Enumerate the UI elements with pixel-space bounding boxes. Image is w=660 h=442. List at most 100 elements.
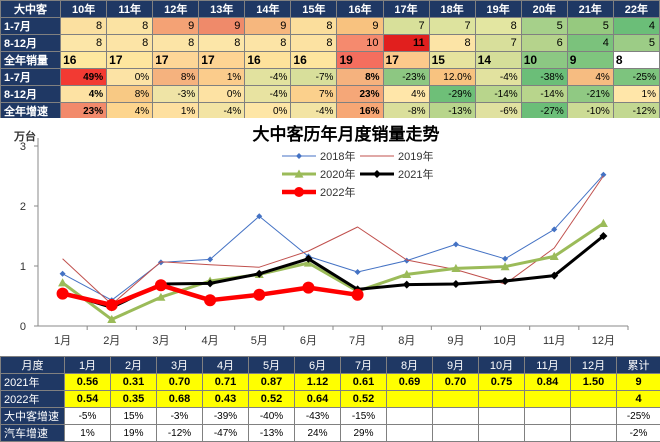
legend-marker bbox=[294, 187, 304, 197]
row-label: 8-12月 bbox=[1, 35, 61, 52]
year-header: 16年 bbox=[337, 1, 383, 18]
data-cell: 0.52 bbox=[341, 391, 387, 408]
data-cell: -15% bbox=[341, 408, 387, 425]
column-header: 7月 bbox=[341, 357, 387, 374]
column-header: 9月 bbox=[433, 357, 479, 374]
data-cell: 4% bbox=[61, 86, 107, 103]
data-cell: 17 bbox=[107, 52, 153, 69]
data-point bbox=[452, 280, 460, 288]
data-cell: -43% bbox=[295, 408, 341, 425]
corner-label: 大中客 bbox=[1, 1, 61, 18]
data-cell bbox=[433, 391, 479, 408]
data-cell: 7 bbox=[429, 18, 475, 35]
data-cell: -3% bbox=[157, 408, 203, 425]
data-cell: -25% bbox=[613, 69, 659, 86]
data-cell: -12% bbox=[613, 103, 659, 120]
year-header: 11年 bbox=[107, 1, 153, 18]
year-header: 10年 bbox=[61, 1, 107, 18]
data-cell: 1% bbox=[65, 425, 111, 442]
data-cell: 12.0% bbox=[429, 69, 475, 86]
data-cell: 8% bbox=[107, 86, 153, 103]
data-cell: -47% bbox=[203, 425, 249, 442]
data-cell: 23% bbox=[61, 103, 107, 120]
data-cell: 8 bbox=[61, 18, 107, 35]
data-cell: -21% bbox=[567, 86, 613, 103]
data-cell bbox=[479, 408, 525, 425]
x-tick-label: 5月 bbox=[251, 335, 268, 347]
column-header: 1月 bbox=[65, 357, 111, 374]
data-cell: 0.70 bbox=[157, 374, 203, 391]
data-cell bbox=[479, 425, 525, 442]
data-point bbox=[403, 281, 411, 289]
legend-label: 2021年 bbox=[398, 167, 433, 181]
data-cell: 49% bbox=[61, 69, 107, 86]
year-header: 13年 bbox=[199, 1, 245, 18]
year-header: 17年 bbox=[383, 1, 429, 18]
year-header: 12年 bbox=[153, 1, 199, 18]
row-label: 2021年 bbox=[1, 374, 65, 391]
legend-label: 2018年 bbox=[320, 149, 355, 163]
data-cell: 9 bbox=[153, 18, 199, 35]
table-row: 大中客增速-5%15%-3%-39%-40%-43%-15%-25% bbox=[1, 408, 660, 425]
x-tick-label: 10月 bbox=[493, 335, 516, 347]
data-cell: -14% bbox=[521, 86, 567, 103]
data-cell: 19% bbox=[111, 425, 157, 442]
data-cell: 1% bbox=[613, 86, 659, 103]
data-point bbox=[155, 279, 167, 291]
data-cell: 8 bbox=[291, 35, 337, 52]
x-tick-label: 7月 bbox=[349, 335, 366, 347]
data-point bbox=[599, 219, 608, 227]
data-cell: 4% bbox=[567, 69, 613, 86]
data-cell: 9 bbox=[245, 18, 291, 35]
data-cell bbox=[571, 408, 617, 425]
year-header: 21年 bbox=[567, 1, 613, 18]
column-header: 3月 bbox=[157, 357, 203, 374]
data-cell bbox=[571, 425, 617, 442]
y-tick-label: 0 bbox=[20, 321, 26, 333]
data-cell: 10 bbox=[521, 52, 567, 69]
row-label: 全年增速 bbox=[1, 103, 61, 120]
data-cell: 7% bbox=[291, 86, 337, 103]
legend-label: 2019年 bbox=[398, 149, 433, 163]
data-cell: 1% bbox=[153, 103, 199, 120]
data-cell: -12% bbox=[157, 425, 203, 442]
data-cell bbox=[571, 391, 617, 408]
x-tick-label: 8月 bbox=[398, 335, 415, 347]
data-cell: 6 bbox=[521, 35, 567, 52]
legend-marker bbox=[296, 153, 302, 159]
data-point bbox=[355, 269, 361, 275]
data-cell: 17 bbox=[383, 52, 429, 69]
data-cell: -13% bbox=[249, 425, 295, 442]
data-cell: -7% bbox=[291, 69, 337, 86]
data-cell: 15% bbox=[111, 408, 157, 425]
legend-label: 2020年 bbox=[320, 167, 355, 181]
row-label: 2022年 bbox=[1, 391, 65, 408]
data-cell: -8% bbox=[383, 103, 429, 120]
data-point bbox=[106, 299, 118, 311]
data-cell: -4% bbox=[199, 103, 245, 120]
data-cell: -13% bbox=[429, 103, 475, 120]
data-cell bbox=[433, 408, 479, 425]
data-cell: -4% bbox=[245, 69, 291, 86]
row-label: 全年销量 bbox=[1, 52, 61, 69]
data-cell: 8 bbox=[429, 35, 475, 52]
x-tick-label: 12月 bbox=[592, 335, 615, 347]
data-cell: -4% bbox=[245, 86, 291, 103]
x-tick-label: 2月 bbox=[103, 335, 120, 347]
data-cell: 17 bbox=[153, 52, 199, 69]
data-point bbox=[57, 288, 69, 300]
column-header: 8月 bbox=[387, 357, 433, 374]
data-cell: 9 bbox=[199, 18, 245, 35]
data-cell: 16 bbox=[291, 52, 337, 69]
data-cell: 5 bbox=[521, 18, 567, 35]
row-label: 8-12月 bbox=[1, 86, 61, 103]
data-cell: 0.61 bbox=[341, 374, 387, 391]
year-header: 18年 bbox=[429, 1, 475, 18]
